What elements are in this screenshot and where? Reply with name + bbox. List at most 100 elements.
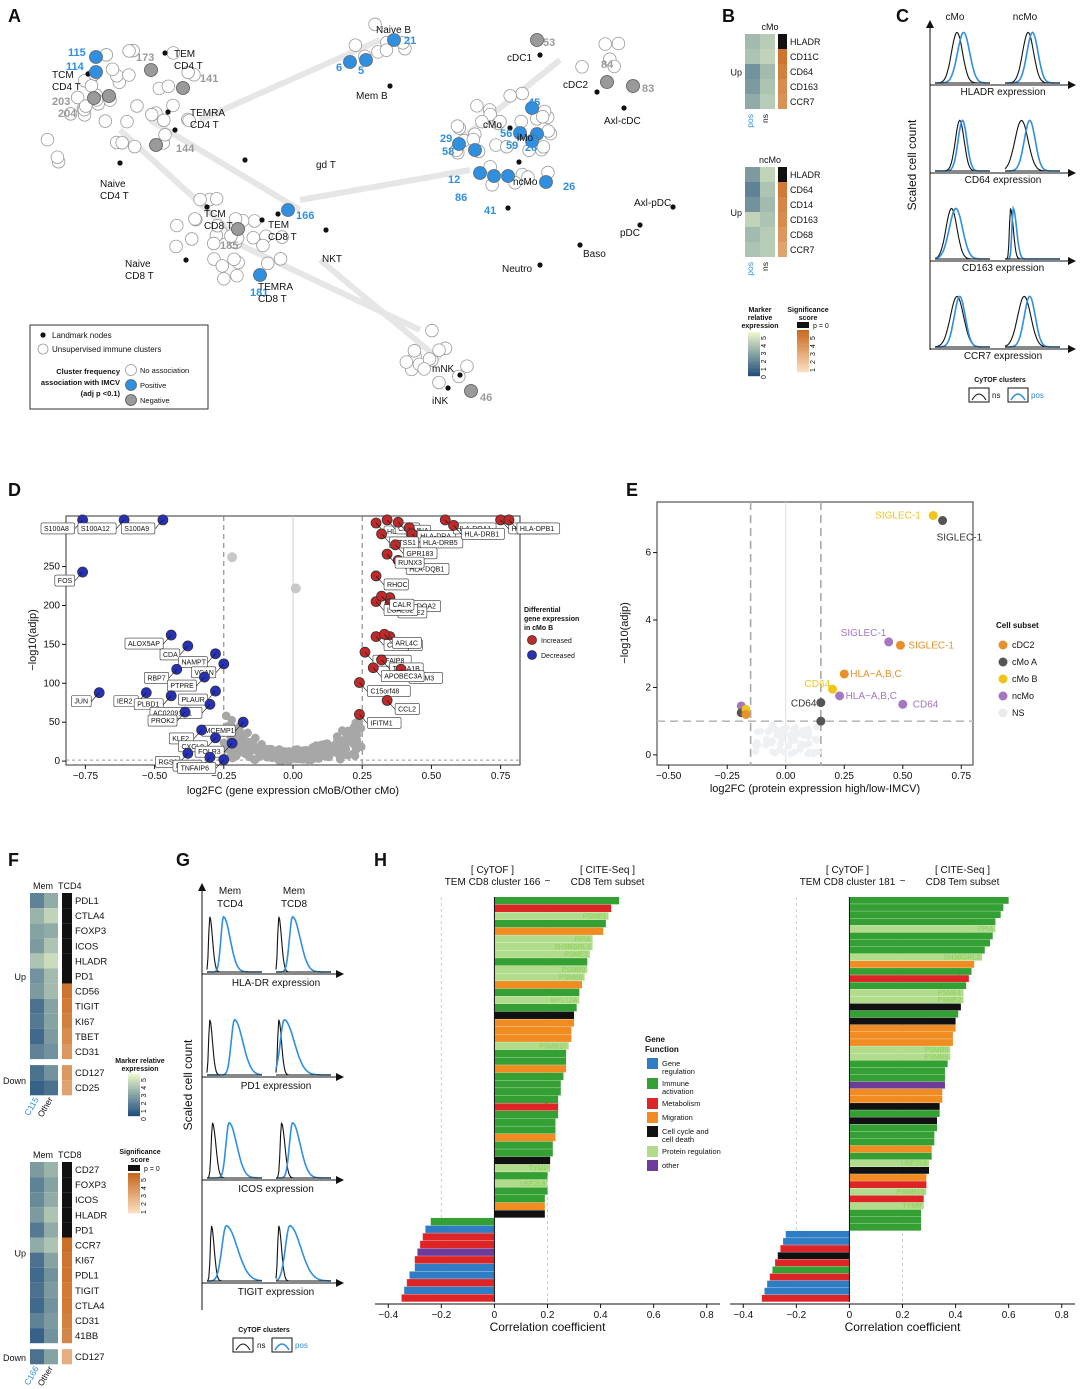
legend-sig-gradient xyxy=(128,1177,140,1180)
significance-cell xyxy=(778,227,787,242)
gene-label: NKG7 xyxy=(937,1011,956,1018)
gene-label: RPS28 xyxy=(406,1288,428,1295)
heatmap-cell xyxy=(44,1282,58,1298)
marker-label: CD11C xyxy=(790,52,819,62)
cell-type-label: ncMo xyxy=(513,177,538,188)
legend-gradient xyxy=(128,1099,140,1102)
gene-label: MCM3AP xyxy=(780,1253,810,1260)
correlation-bar xyxy=(417,1248,495,1256)
gene-label: PFN1 xyxy=(562,982,580,989)
legend-title: Significance xyxy=(119,1149,160,1156)
significance-cell xyxy=(62,923,72,939)
positive-cluster xyxy=(468,143,482,157)
gene-label: HLA-DMA xyxy=(967,912,999,919)
cluster-node xyxy=(207,236,221,251)
correlation-bar xyxy=(849,1017,956,1025)
correlation-bar xyxy=(494,1195,545,1203)
correlation-bar xyxy=(849,1010,959,1018)
negative-cluster-number: 203 xyxy=(52,96,70,108)
legend-title: expression xyxy=(122,1066,159,1073)
gene-label: EEF1B2 xyxy=(769,1281,795,1288)
heatmap-cell xyxy=(760,182,775,197)
histogram-ns-curve xyxy=(1005,31,1060,84)
row-axis-arrow xyxy=(1068,257,1076,265)
significance-cell xyxy=(62,1028,72,1044)
legend-gradient xyxy=(128,1080,140,1083)
legend-sig-gradient xyxy=(128,1175,140,1178)
legend-sig-gradient xyxy=(797,340,809,343)
histogram-ns-curve xyxy=(206,916,262,973)
protein-point xyxy=(816,698,826,708)
gene-label: MT-ND2 xyxy=(772,1274,798,1281)
negative-cluster-number: 144 xyxy=(176,143,195,155)
legend-subset-dot xyxy=(998,691,1008,701)
landmark-node xyxy=(162,50,168,56)
heatmap-cell xyxy=(44,953,58,969)
correlation-bar xyxy=(849,1067,945,1075)
heatmap-cell xyxy=(760,227,775,242)
marker-label: CD127 xyxy=(75,1068,105,1079)
legend-sig-gradient xyxy=(797,342,809,345)
positive-cluster-number: 21 xyxy=(404,35,416,47)
significance-cell xyxy=(778,197,787,212)
gene-label: PSMB8 xyxy=(559,975,583,982)
protein-point xyxy=(816,716,826,726)
landmark-node xyxy=(204,204,210,210)
cell-type-label: NKT xyxy=(322,254,342,265)
gene-label: CABIN1 xyxy=(544,1028,569,1035)
x-axis-label: Correlation coefficient xyxy=(845,1320,962,1334)
col-ns-label: ns xyxy=(760,114,770,123)
x-axis-label: log2FC (gene expression cMoB/Other cMo) xyxy=(187,785,399,797)
gene-label: TPT1 xyxy=(433,1219,450,1226)
legend-decreased-dot xyxy=(527,650,537,660)
correlation-bar xyxy=(494,1019,575,1027)
legend-gradient xyxy=(128,1105,140,1108)
heatmap-cell xyxy=(30,968,44,984)
protein-label: SIGLEC-1 xyxy=(937,533,983,544)
ns-gene-point xyxy=(267,748,276,757)
gene-label: HLA-DQB1 xyxy=(409,566,444,573)
gene-label: MT-CYB xyxy=(764,1296,791,1303)
gene-label: HLA-DRB1 xyxy=(953,940,988,947)
legend-sig-gradient xyxy=(128,1211,140,1214)
legend-swatch xyxy=(647,1146,658,1157)
gene-label: PRDX5 xyxy=(549,1013,572,1020)
y-tick-label: 250 xyxy=(43,562,60,573)
gene-label: CD74 xyxy=(586,921,604,928)
legend-function-label: other xyxy=(662,1161,680,1170)
cluster-node xyxy=(70,90,85,105)
cluster-node xyxy=(475,114,489,129)
plot-frame xyxy=(656,501,974,766)
significance-cell xyxy=(778,79,787,94)
chart-title: TEM CD8 cluster 181 xyxy=(800,877,896,888)
legend-title: score xyxy=(799,315,818,322)
gene-label: APOBEC3A xyxy=(384,674,422,681)
gene-label: RUNX3 xyxy=(398,560,422,567)
correlation-bar xyxy=(494,1156,551,1165)
x-tick-label: −0.25 xyxy=(211,771,237,782)
cluster-node xyxy=(536,140,551,154)
heatmap-cell xyxy=(30,1222,44,1238)
positive-cluster-number: 12 xyxy=(448,174,460,186)
legend-title: expression xyxy=(742,323,779,330)
panel-letter: E xyxy=(626,480,638,500)
protein-label: CD64 xyxy=(913,699,939,710)
gene-label: ALOX5AP xyxy=(128,641,160,648)
gene-label: RHOC xyxy=(387,582,408,589)
correlation-bar xyxy=(420,1240,495,1249)
heatmap-cell xyxy=(30,1028,44,1044)
legend-function-label: cell death xyxy=(662,1135,694,1144)
correlation-bar xyxy=(849,960,975,968)
cell-type-label: CD4 T xyxy=(52,82,81,93)
correlation-bar xyxy=(494,1003,577,1012)
significance-cell xyxy=(778,242,787,257)
cell-type-label: iMo xyxy=(517,133,534,144)
cell-type-label: iNK xyxy=(432,396,448,407)
panel-letter: C xyxy=(896,6,909,26)
significance-cell xyxy=(62,968,72,984)
y-tick-label: 50 xyxy=(49,717,61,728)
correlation-bar xyxy=(849,1131,935,1139)
positive-cluster xyxy=(473,166,487,180)
cell-type-label: Mem B xyxy=(356,91,388,102)
correlation-bar xyxy=(494,973,585,981)
